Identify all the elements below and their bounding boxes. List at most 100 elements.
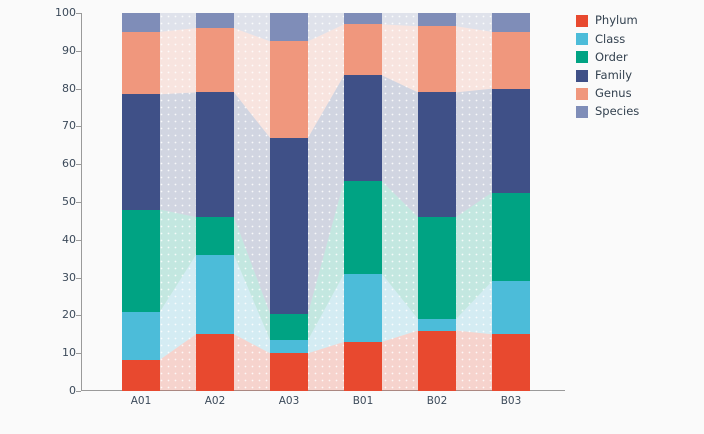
flow-ribbon-genus <box>160 28 196 95</box>
flow-ribbon-phylum <box>456 330 492 391</box>
bar-segment-b03-species[interactable] <box>492 13 530 32</box>
bar-segment-b01-genus[interactable] <box>344 24 382 76</box>
bar-segment-a03-class[interactable] <box>270 339 308 354</box>
y-tick-label: 0 <box>69 384 76 397</box>
y-tick-mark <box>76 391 81 392</box>
bar-segment-b02-class[interactable] <box>418 319 456 331</box>
y-tick-mark <box>76 126 81 128</box>
y-tick-label: 80 <box>62 81 76 95</box>
bar-segment-a01-phylum[interactable] <box>122 359 160 391</box>
bar-segment-a02-phylum[interactable] <box>196 334 234 391</box>
legend-swatch-class <box>576 33 588 46</box>
y-tick-label: 100 <box>55 6 76 19</box>
flow-ribbon-family <box>382 75 418 218</box>
bar-segment-a01-genus[interactable] <box>122 31 160 95</box>
y-tick-mark <box>76 13 81 14</box>
bar-segment-b02-order[interactable] <box>418 217 456 320</box>
flow-ribbon-phylum <box>160 334 196 391</box>
bar-segment-b02-genus[interactable] <box>418 26 456 93</box>
legend-label-family: Family <box>595 67 633 82</box>
bar-segment-b03-class[interactable] <box>492 281 530 335</box>
bar-segment-a01-family[interactable] <box>122 94 160 210</box>
legend-swatch-family <box>576 69 588 82</box>
legend-label-species: Species <box>595 104 640 119</box>
legend-item-genus[interactable]: Genus <box>576 85 696 103</box>
flow-ribbon-species <box>456 13 492 32</box>
x-tick-label-b03: B03 <box>500 395 522 407</box>
flow-ribbon-order <box>456 192 492 320</box>
x-tick-label-a02: A02 <box>204 395 226 407</box>
flow-ribbon-order <box>160 209 196 312</box>
bar-segment-a02-genus[interactable] <box>196 28 234 93</box>
bar-segment-b03-family[interactable] <box>492 88 530 193</box>
y-tick-mark <box>76 50 81 52</box>
bar-segment-b01-class[interactable] <box>344 273 382 342</box>
flow-ribbon-genus <box>456 26 492 93</box>
legend-item-family[interactable]: Family <box>576 67 696 85</box>
y-tick-mark <box>76 239 81 241</box>
flow-ribbon-species <box>382 13 418 27</box>
flow-ribbon-class <box>456 281 492 335</box>
bar-column-a02[interactable] <box>196 13 234 391</box>
bar-column-b01[interactable] <box>344 13 382 391</box>
legend-item-species[interactable]: Species <box>576 103 696 121</box>
bar-segment-a02-species[interactable] <box>196 13 234 29</box>
legend-item-class[interactable]: Class <box>576 30 696 48</box>
bar-segment-a02-order[interactable] <box>196 217 234 255</box>
bar-column-b02[interactable] <box>418 13 456 391</box>
bar-segment-b01-family[interactable] <box>344 75 382 182</box>
bar-segment-b01-species[interactable] <box>344 13 382 25</box>
bar-segment-a02-class[interactable] <box>196 254 234 335</box>
legend-item-phylum[interactable]: Phylum <box>576 12 696 30</box>
bar-segment-b03-order[interactable] <box>492 192 530 282</box>
y-tick-label: 20 <box>62 308 76 322</box>
bar-segment-a01-species[interactable] <box>122 13 160 32</box>
legend-swatch-genus <box>576 87 588 100</box>
plot-area <box>81 13 565 391</box>
bar-segment-a03-phylum[interactable] <box>270 353 308 391</box>
flow-ribbon-phylum <box>234 334 270 391</box>
y-axis-line <box>81 13 82 391</box>
bar-segment-a01-order[interactable] <box>122 209 160 312</box>
flow-ribbon-family <box>308 75 344 314</box>
legend-item-order[interactable]: Order <box>576 48 696 66</box>
bar-segment-b01-phylum[interactable] <box>344 341 382 391</box>
legend-label-genus: Genus <box>595 86 632 101</box>
bar-column-b03[interactable] <box>492 13 530 391</box>
bar-layer <box>81 13 565 391</box>
bar-segment-b01-order[interactable] <box>344 181 382 274</box>
flow-ribbon-family <box>234 92 270 314</box>
x-tick-label-b02: B02 <box>426 395 448 407</box>
flow-ribbon-phylum <box>382 330 418 391</box>
y-tick-label: 30 <box>62 270 76 284</box>
bar-segment-a03-family[interactable] <box>270 137 308 314</box>
y-tick-mark <box>76 88 81 90</box>
bar-segment-b03-genus[interactable] <box>492 31 530 89</box>
bar-segment-a03-order[interactable] <box>270 313 308 340</box>
flow-ribbon-genus <box>382 24 418 93</box>
y-tick-label: 90 <box>62 43 76 57</box>
flow-ribbon-order <box>382 181 418 320</box>
legend-label-order: Order <box>595 49 628 64</box>
flow-ribbon-genus <box>308 24 344 138</box>
y-tick-label: 60 <box>62 157 76 171</box>
bar-segment-b02-family[interactable] <box>418 92 456 218</box>
y-tick-label: 10 <box>62 346 76 360</box>
flow-ribbon-layer <box>160 13 492 391</box>
bar-segment-b02-species[interactable] <box>418 13 456 27</box>
y-tick-mark <box>76 202 81 203</box>
bar-column-a03[interactable] <box>270 13 308 391</box>
legend-swatch-phylum <box>576 15 588 28</box>
flow-ribbon-class <box>160 254 196 360</box>
bar-segment-a03-genus[interactable] <box>270 41 308 138</box>
bar-segment-b02-phylum[interactable] <box>418 330 456 391</box>
bar-column-a01[interactable] <box>122 13 160 391</box>
bar-segment-a02-family[interactable] <box>196 92 234 218</box>
y-tick-mark <box>76 277 81 279</box>
legend-swatch-species <box>576 106 588 119</box>
bar-segment-b03-phylum[interactable] <box>492 334 530 391</box>
bar-segment-a03-species[interactable] <box>270 13 308 42</box>
bar-segment-a01-class[interactable] <box>122 311 160 360</box>
flow-ribbon-phylum <box>308 341 344 391</box>
